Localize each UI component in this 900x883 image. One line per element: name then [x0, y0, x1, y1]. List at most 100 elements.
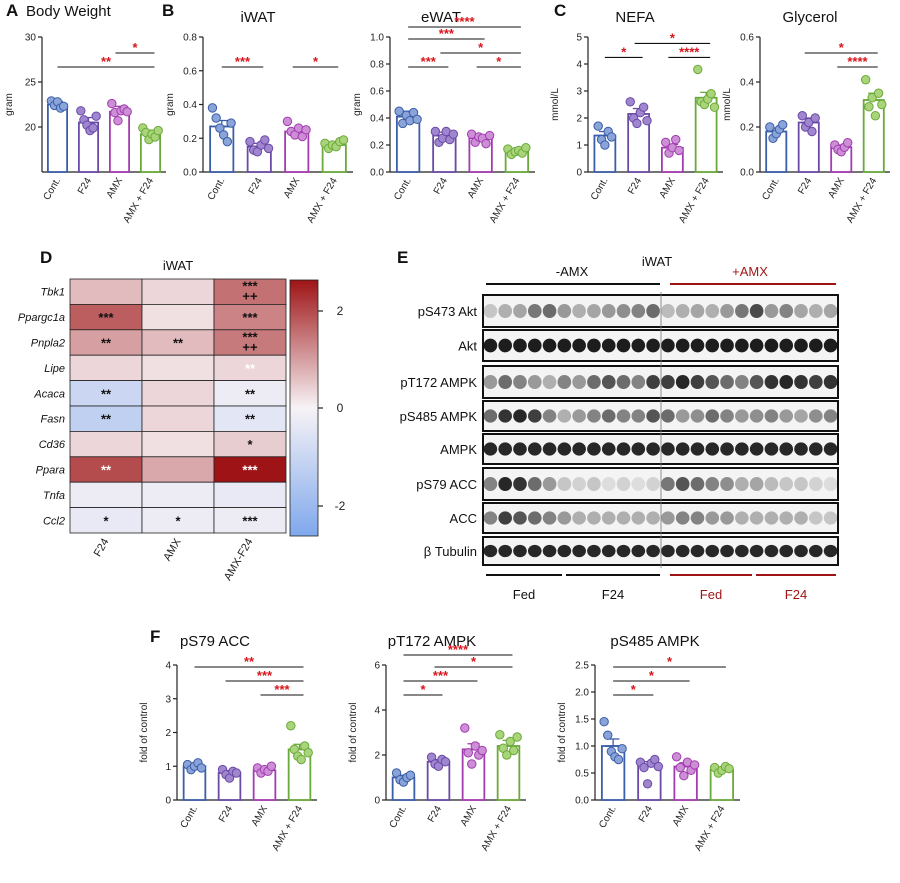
blot-band [735, 442, 749, 456]
blot-band [483, 303, 498, 319]
y-tick-label: 20 [25, 123, 37, 134]
x-tick-label: Cont. [597, 804, 618, 830]
heatmap-cell [213, 380, 287, 407]
data-point [810, 113, 820, 123]
data-point [877, 99, 887, 110]
data-point [467, 759, 477, 769]
heatmap-significance: * [175, 513, 181, 528]
x-tick-label: Cont. [179, 804, 200, 830]
data-point [405, 770, 416, 780]
y-tick-label: 0.8 [183, 33, 197, 44]
blot-band [527, 511, 542, 525]
blot-band [631, 511, 646, 525]
heatmap-cell [141, 329, 215, 356]
blot-band [513, 374, 527, 390]
heatmap-col-label: AMX-F24 [222, 537, 256, 583]
blot-band [587, 409, 601, 423]
y-tick-label: 2.0 [575, 688, 589, 699]
y-tick-label: 4 [374, 706, 380, 717]
blot-band [527, 442, 542, 456]
y-tick-label: 0.4 [370, 114, 384, 125]
blot-band [542, 338, 557, 353]
y-tick-label: 3 [576, 87, 582, 98]
data-point [58, 101, 69, 112]
blot-band [572, 303, 586, 319]
blot-band [720, 374, 734, 390]
data-point [706, 89, 716, 99]
blot-band [675, 511, 690, 525]
blot-band [527, 409, 542, 423]
blot-strip [482, 536, 839, 566]
data-point [245, 136, 255, 147]
blot-strip [482, 502, 839, 534]
blot-plus-amx-label: +AMX [732, 264, 768, 279]
blot-band [513, 303, 527, 319]
x-tick-label: Cont. [392, 176, 413, 202]
blot-band [823, 442, 838, 456]
blot-band [513, 476, 527, 492]
blot-band [720, 303, 734, 319]
blot-band [572, 544, 586, 558]
blot-row-label: Akt [458, 339, 477, 354]
x-tick-label: F24 [626, 176, 644, 197]
heatmap-significance: *** [242, 279, 258, 294]
x-tick-label: AMX [250, 804, 271, 829]
x-tick-label: Cont. [206, 176, 227, 202]
blot-band [513, 409, 527, 423]
y-tick-label: 0.0 [183, 168, 197, 179]
blot-band [616, 374, 631, 390]
blot-band [661, 511, 675, 525]
y-tick-label: 2.5 [575, 661, 589, 672]
y-tick-label: 0.2 [183, 134, 197, 145]
blot-band [735, 409, 749, 423]
blot-band [631, 409, 646, 423]
heatmap-cell [141, 481, 215, 509]
blot-band [690, 338, 705, 353]
y-tick-label: 0.4 [740, 78, 754, 89]
blot-band [557, 476, 572, 492]
heatmap-col-label: F24 [92, 537, 112, 559]
heatmap-cell [141, 430, 215, 458]
data-point [502, 750, 512, 760]
heatmap-cell [213, 278, 287, 305]
x-tick-label: AMX [282, 176, 303, 201]
blot-band [542, 476, 557, 492]
chart-title: pS485 AMPK [610, 633, 699, 650]
data-point [674, 145, 684, 156]
significance-label: **** [679, 44, 700, 59]
data-point [653, 761, 664, 772]
data-point [448, 129, 459, 139]
blot-group-label: Fed [700, 587, 722, 602]
x-tick-label: AMX + F24 [270, 804, 305, 853]
chart-acc: pS79 ACC 0 1 2 3 4 fold of control Cont. F24 AMX A… [139, 633, 317, 853]
blot-band [794, 544, 808, 558]
blot-band [483, 409, 498, 423]
x-tick-label: AMX + F24 [488, 176, 523, 225]
blot-band [705, 338, 720, 353]
data-point [679, 771, 689, 781]
heatmap-significance: *** [242, 463, 258, 478]
data-point [303, 748, 313, 758]
heatmap-cell [213, 329, 287, 356]
blot-band [690, 511, 705, 525]
blot-band [661, 442, 675, 456]
blot-band [616, 476, 631, 492]
blot-band [542, 544, 557, 558]
blot-band [735, 303, 749, 319]
y-axis-label: fold of control [348, 702, 359, 762]
heatmap-cell [69, 329, 143, 356]
blot-band [735, 338, 749, 353]
blot-band [779, 338, 794, 353]
blot-band [601, 303, 616, 319]
chart-title: pS79 ACC [180, 633, 250, 650]
y-tick-label: 0.0 [370, 168, 384, 179]
blot-band [587, 544, 601, 558]
data-point [484, 130, 495, 141]
blot-band [527, 338, 542, 353]
heatmap-significance: ++ [242, 340, 258, 355]
data-point [495, 730, 505, 740]
data-point [724, 763, 734, 774]
y-tick-label: 0.4 [183, 100, 197, 111]
